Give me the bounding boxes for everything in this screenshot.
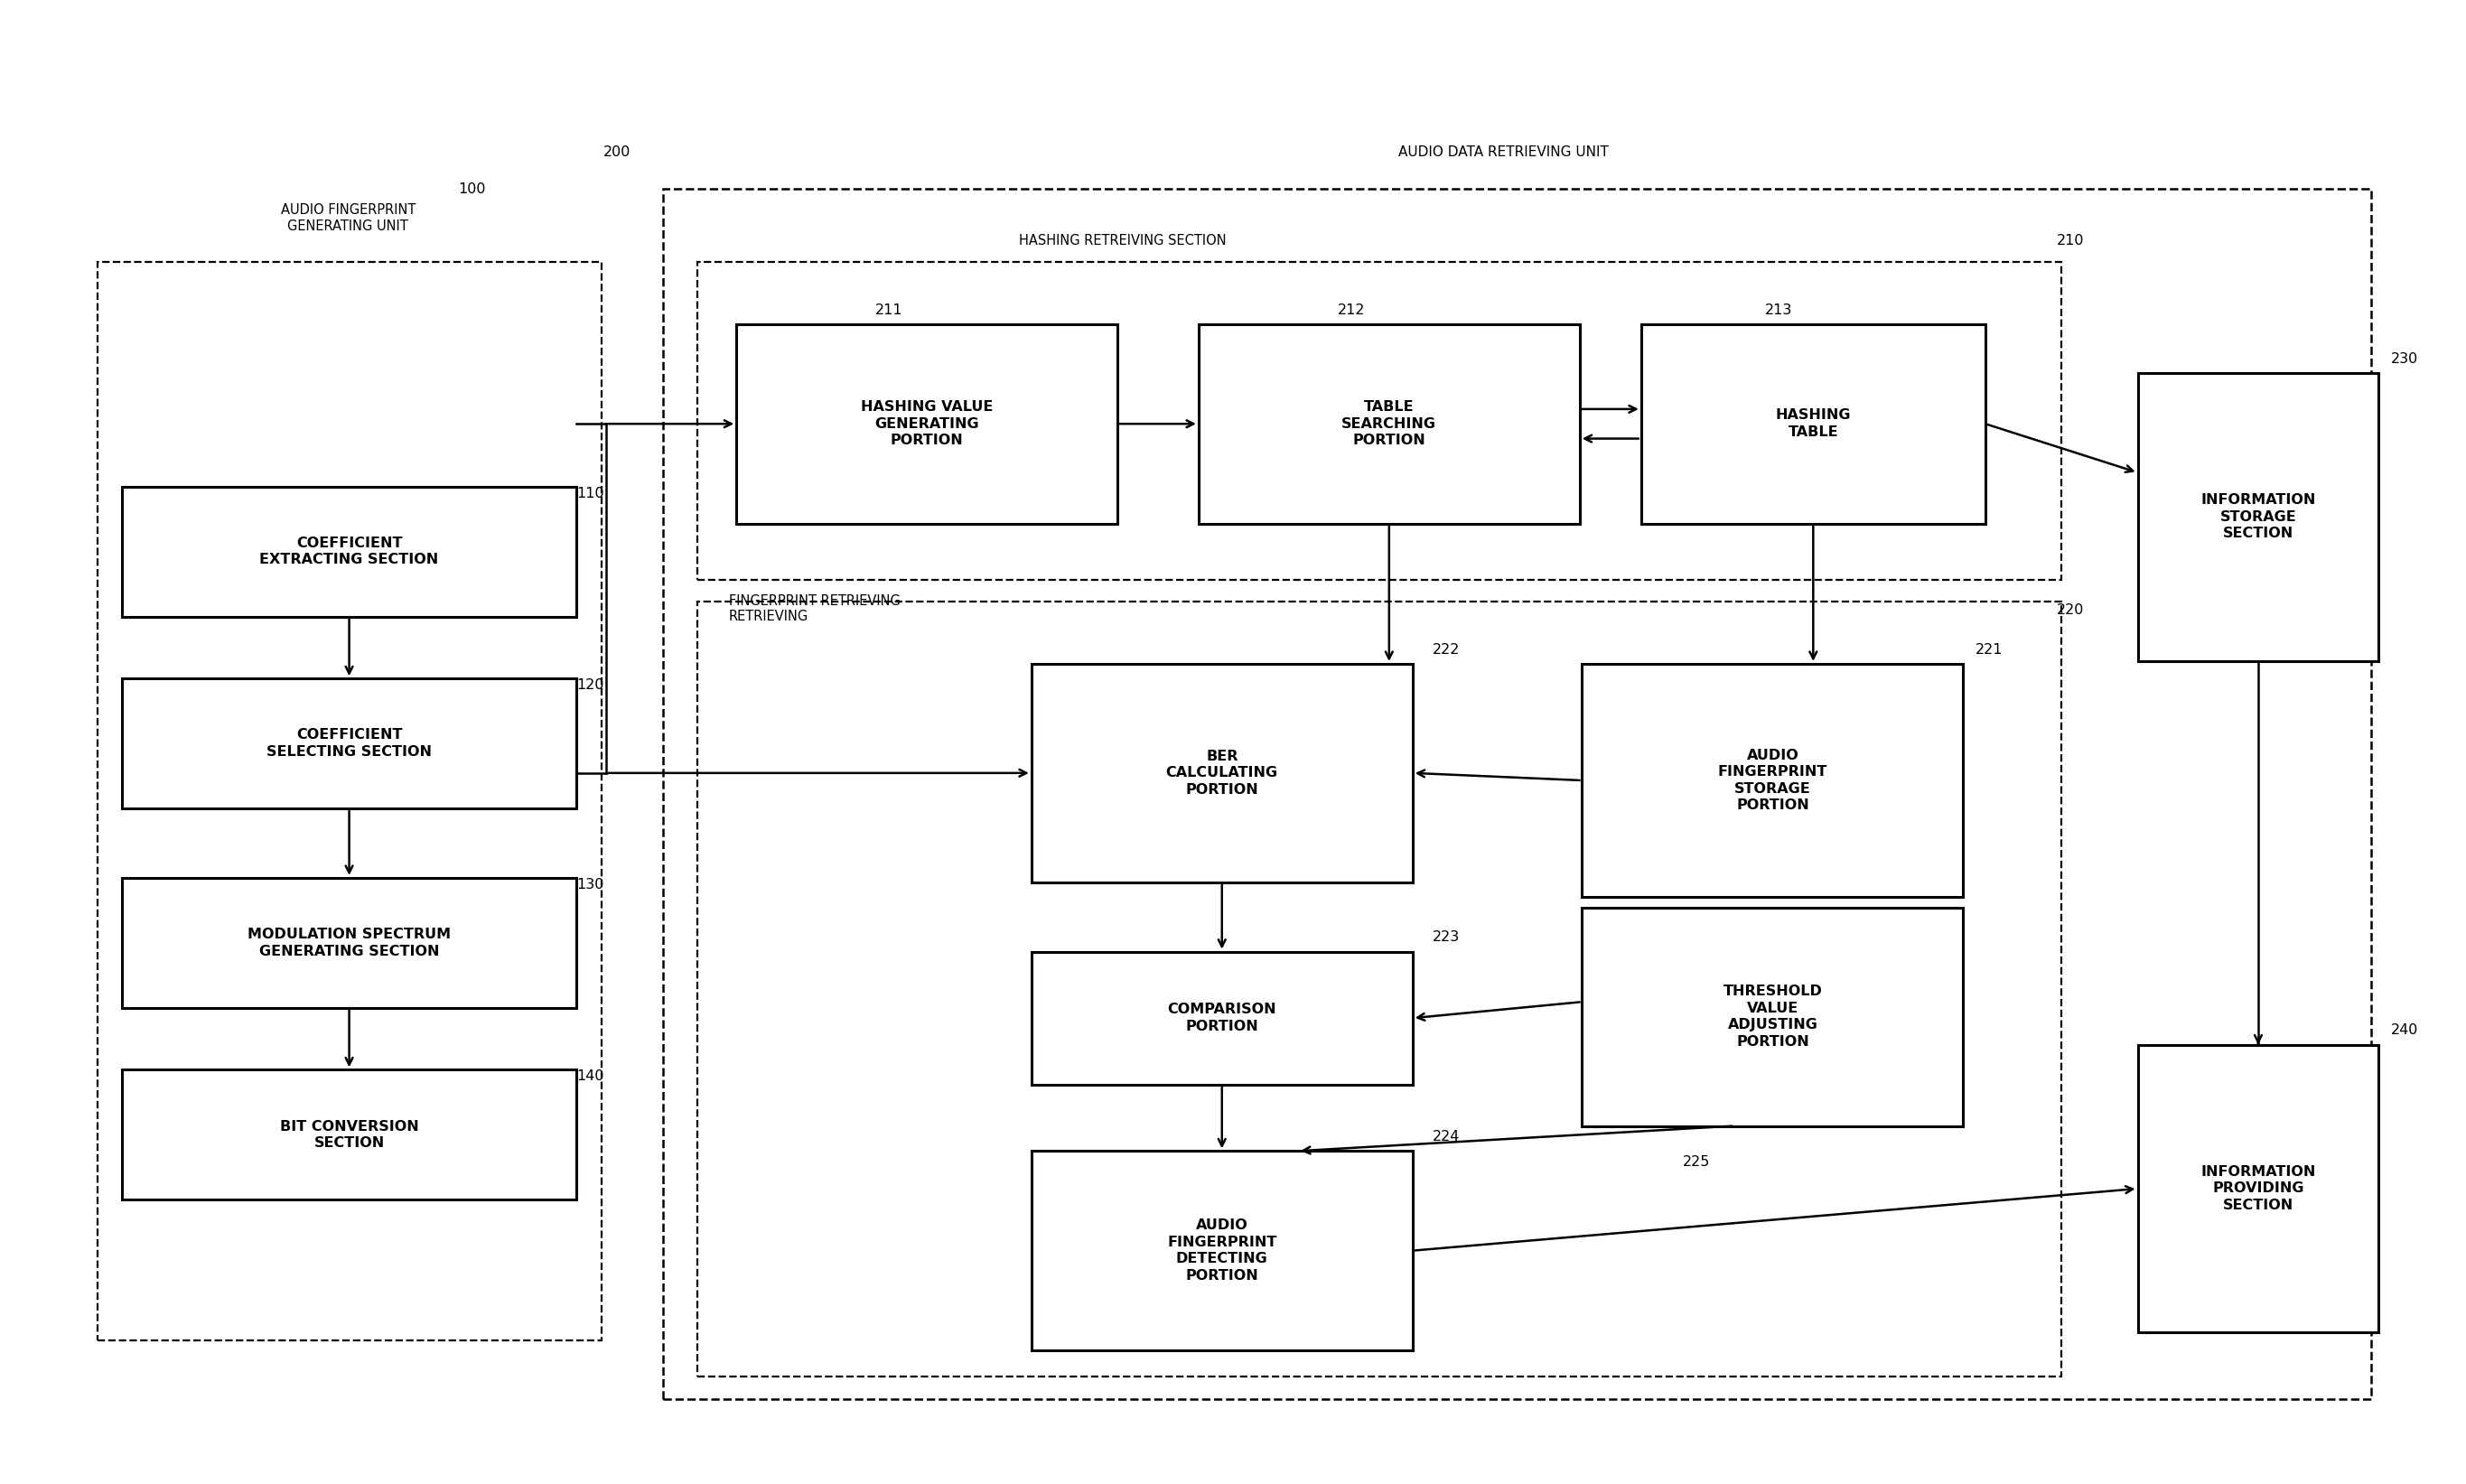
- Text: 110: 110: [577, 487, 604, 500]
- Text: 230: 230: [2392, 352, 2419, 365]
- Text: 130: 130: [577, 879, 604, 892]
- Bar: [2138, 372, 2380, 660]
- Text: HASHING
TABLE: HASHING TABLE: [1776, 408, 1852, 439]
- Text: BER
CALCULATING
PORTION: BER CALCULATING PORTION: [1166, 749, 1277, 797]
- Bar: [121, 678, 577, 809]
- Text: 140: 140: [577, 1070, 604, 1083]
- Text: 213: 213: [1766, 303, 1793, 316]
- Text: 225: 225: [1682, 1156, 1709, 1169]
- Bar: [2138, 1045, 2380, 1333]
- Text: HASHING RETREIVING SECTION: HASHING RETREIVING SECTION: [1018, 234, 1226, 248]
- Bar: [121, 1070, 577, 1199]
- Bar: [96, 263, 602, 1340]
- Bar: [1640, 324, 1985, 524]
- Text: 120: 120: [577, 678, 604, 692]
- Text: 224: 224: [1433, 1129, 1460, 1144]
- Text: AUDIO DATA RETRIEVING UNIT: AUDIO DATA RETRIEVING UNIT: [1398, 145, 1608, 159]
- Text: HASHING VALUE
GENERATING
PORTION: HASHING VALUE GENERATING PORTION: [861, 401, 994, 447]
- Text: COEFFICIENT
SELECTING SECTION: COEFFICIENT SELECTING SECTION: [266, 729, 432, 758]
- Text: AUDIO
FINGERPRINT
STORAGE
PORTION: AUDIO FINGERPRINT STORAGE PORTION: [1719, 748, 1827, 812]
- Text: COEFFICIENT
EXTRACTING SECTION: COEFFICIENT EXTRACTING SECTION: [259, 536, 439, 567]
- Bar: [698, 601, 2062, 1377]
- Text: AUDIO
FINGERPRINT
DETECTING
PORTION: AUDIO FINGERPRINT DETECTING PORTION: [1166, 1218, 1277, 1282]
- Bar: [1031, 951, 1413, 1085]
- Text: 211: 211: [875, 303, 903, 316]
- Text: 223: 223: [1433, 930, 1460, 944]
- Text: INFORMATION
PROVIDING
SECTION: INFORMATION PROVIDING SECTION: [2200, 1165, 2316, 1212]
- Bar: [1198, 324, 1581, 524]
- Text: 240: 240: [2392, 1024, 2419, 1037]
- Text: 212: 212: [1337, 303, 1364, 316]
- Bar: [1031, 663, 1413, 883]
- Bar: [121, 879, 577, 1008]
- Text: COMPARISON
PORTION: COMPARISON PORTION: [1166, 1003, 1277, 1033]
- Text: 100: 100: [459, 183, 486, 196]
- Bar: [1583, 663, 1963, 896]
- Bar: [1031, 1152, 1413, 1350]
- Text: 221: 221: [1975, 643, 2002, 656]
- Bar: [1583, 907, 1963, 1126]
- Text: 220: 220: [2057, 603, 2084, 616]
- Text: FINGERPRINT RETRIEVING
RETRIEVING: FINGERPRINT RETRIEVING RETRIEVING: [730, 595, 900, 623]
- Text: AUDIO FINGERPRINT
GENERATING UNIT: AUDIO FINGERPRINT GENERATING UNIT: [281, 203, 414, 233]
- Text: TABLE
SEARCHING
PORTION: TABLE SEARCHING PORTION: [1342, 401, 1438, 447]
- Bar: [121, 487, 577, 616]
- Text: 222: 222: [1433, 643, 1460, 656]
- Bar: [737, 324, 1117, 524]
- Text: THRESHOLD
VALUE
ADJUSTING
PORTION: THRESHOLD VALUE ADJUSTING PORTION: [1724, 985, 1822, 1049]
- Text: MODULATION SPECTRUM
GENERATING SECTION: MODULATION SPECTRUM GENERATING SECTION: [247, 928, 451, 959]
- Bar: [663, 188, 2372, 1399]
- Text: INFORMATION
STORAGE
SECTION: INFORMATION STORAGE SECTION: [2200, 493, 2316, 540]
- Text: BIT CONVERSION
SECTION: BIT CONVERSION SECTION: [279, 1119, 419, 1150]
- Text: 210: 210: [2057, 234, 2084, 248]
- Bar: [698, 263, 2062, 580]
- Text: 200: 200: [604, 145, 631, 159]
